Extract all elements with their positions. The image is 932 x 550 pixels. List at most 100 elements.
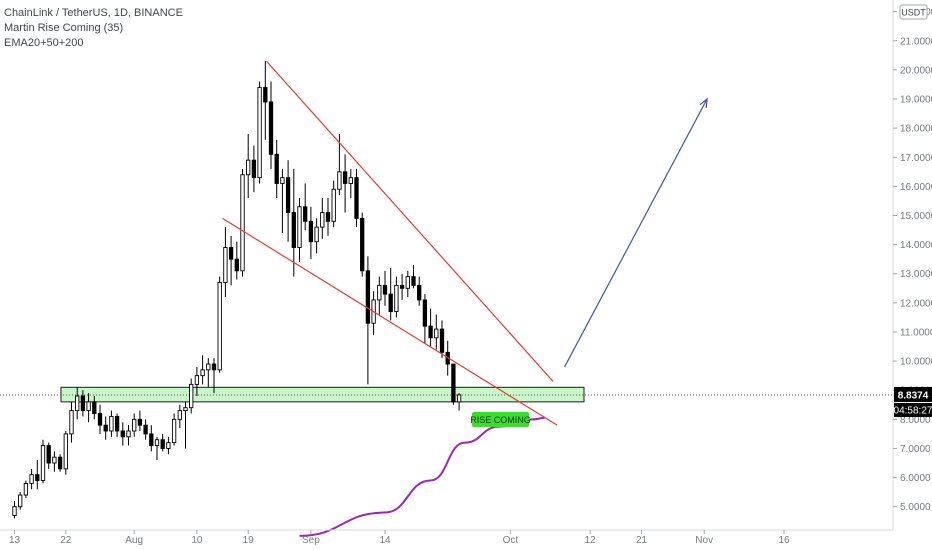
price-tick-label: 20.0000 xyxy=(900,65,932,76)
ema200-line xyxy=(299,416,545,537)
candle-body xyxy=(382,284,388,295)
candle-body xyxy=(52,456,57,464)
wedge-upper-line xyxy=(265,60,554,382)
candle-body xyxy=(189,383,194,409)
price-tick-label: 17.0000 xyxy=(900,153,932,164)
rise-coming-badge xyxy=(472,412,529,427)
candle-body xyxy=(120,430,125,438)
candle-body xyxy=(411,276,416,286)
candle-body xyxy=(92,401,97,414)
candle-body xyxy=(394,284,399,313)
time-tick-label: Oct xyxy=(503,535,519,546)
time-tick-label: 19 xyxy=(243,535,255,546)
candle-body xyxy=(132,418,137,432)
candle-body xyxy=(12,506,17,516)
candle-body xyxy=(109,415,114,432)
candle-body xyxy=(126,430,131,438)
candle-body xyxy=(228,247,234,260)
currency-badge xyxy=(899,4,928,20)
candle-body xyxy=(274,153,279,184)
candle-body xyxy=(86,401,91,412)
time-tick-label: Nov xyxy=(695,535,713,546)
candle-body xyxy=(280,177,285,184)
candle-body xyxy=(206,363,211,371)
candle-body xyxy=(417,284,422,301)
candle-body xyxy=(63,433,68,470)
price-tick-label: 16.0000 xyxy=(900,182,932,193)
time-tick-label: 16 xyxy=(778,535,790,546)
candle-body xyxy=(285,177,291,214)
candle-body xyxy=(46,445,51,464)
support-zone-rect xyxy=(60,386,585,403)
candle-body xyxy=(337,171,342,190)
candle-body xyxy=(325,212,331,222)
candle-body xyxy=(40,445,46,481)
countdown-badge xyxy=(894,402,932,417)
candle-body xyxy=(75,395,80,412)
candle-body xyxy=(69,410,74,435)
candle-body xyxy=(240,174,245,272)
candle-body xyxy=(217,282,222,371)
time-tick-label: 13 xyxy=(9,535,21,546)
candle-body xyxy=(246,159,251,176)
indicator-label: Martin Rise Coming (35) xyxy=(4,22,124,34)
candle-body xyxy=(97,413,103,426)
candle-body xyxy=(308,220,314,243)
candle-body xyxy=(223,247,228,283)
candle-body xyxy=(154,439,160,446)
price-tick-label: 8.0000 xyxy=(900,415,931,426)
candle-body xyxy=(18,494,23,508)
time-tick-label: 10 xyxy=(191,535,203,546)
symbol-title: ChainLink / TetherUS, 1D, BINANCE xyxy=(4,7,183,19)
price-tick-label: 10.0000 xyxy=(900,357,932,368)
candle-body xyxy=(405,276,410,289)
candle-body xyxy=(103,424,108,432)
candle-body xyxy=(439,328,445,353)
price-tick-label: 7.0000 xyxy=(900,444,931,455)
price-tick-label: 12.0000 xyxy=(900,298,932,309)
candle-body xyxy=(456,394,462,403)
candle-body xyxy=(160,439,165,449)
candle-body xyxy=(342,171,348,184)
candle-body xyxy=(234,258,239,272)
candle-body xyxy=(360,217,365,272)
rise-coming-label: RISE COMING xyxy=(470,415,531,425)
candle-body xyxy=(263,86,268,103)
time-tick-label: 21 xyxy=(636,535,648,546)
time-tick-label: Aug xyxy=(125,535,143,546)
candle-body xyxy=(166,442,171,449)
candle-body xyxy=(331,188,336,222)
ema200-path xyxy=(299,416,545,537)
countdown-label: 04:58:27 xyxy=(894,405,932,416)
chart-legend: ChainLink / TetherUS, 1D, BINANCE Martin… xyxy=(4,6,183,51)
candle-body xyxy=(114,415,120,432)
price-tick-label: 15.0000 xyxy=(900,211,932,222)
price-tick-label: 14.0000 xyxy=(900,240,932,251)
candle-body xyxy=(388,293,393,313)
candle-body xyxy=(211,363,217,371)
candle-body xyxy=(320,212,325,228)
candle-body xyxy=(29,474,34,484)
candle-body xyxy=(143,424,148,435)
last-price-badge xyxy=(894,386,932,402)
price-tick-label: 5.0000 xyxy=(900,502,931,513)
candle-body xyxy=(171,418,177,444)
candle-body xyxy=(23,482,29,496)
currency-label: USDT xyxy=(901,8,926,18)
candle-body xyxy=(365,270,371,324)
candle-body xyxy=(137,418,143,426)
time-tick-label: 22 xyxy=(60,535,72,546)
time-tick-label: 12 xyxy=(585,535,597,546)
candle-body xyxy=(57,456,63,470)
trendlines: RISE COMING xyxy=(222,60,708,427)
last-price-label: 8.8374 xyxy=(898,390,929,401)
projection-arrow-line xyxy=(564,98,708,368)
candle-body xyxy=(251,159,257,179)
candle-body xyxy=(297,206,302,248)
candle-body xyxy=(183,407,188,412)
candle-body xyxy=(291,212,296,248)
candle-body xyxy=(177,410,182,420)
candle-body xyxy=(149,433,154,446)
